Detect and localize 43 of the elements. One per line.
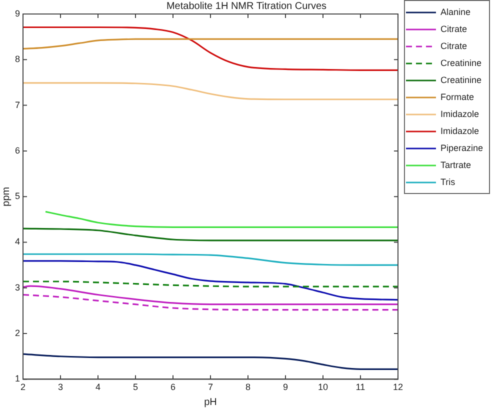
x-axis-title: pH <box>204 396 217 408</box>
x-tick-label: 12 <box>392 382 403 392</box>
line-series <box>23 82 398 100</box>
legend-label: Creatinine <box>440 58 482 68</box>
line-series <box>23 285 398 306</box>
line-series <box>23 294 398 311</box>
x-tick-label: 5 <box>132 382 138 392</box>
line-series <box>23 38 398 50</box>
x-tick-label: 8 <box>245 382 250 392</box>
legend-label: Tartrate <box>440 160 471 170</box>
line-series <box>23 228 398 242</box>
x-tick-label: 6 <box>170 382 176 392</box>
legend-label: Piperazine <box>440 142 484 153</box>
y-tick-label: 2 <box>14 328 20 338</box>
y-axis-title: ppm <box>0 186 12 206</box>
chart-title: Metabolite 1H NMR Titration Curves <box>166 0 327 12</box>
x-tick-label: 4 <box>95 382 101 392</box>
line-series <box>23 260 398 301</box>
line-series <box>44 210 398 228</box>
x-tick-label: 11 <box>356 382 366 392</box>
legend-label: Imidazole <box>440 126 480 136</box>
legend-label: Formate <box>440 92 474 102</box>
x-tick-label: 9 <box>282 382 288 392</box>
legend-label: Imidazole <box>440 108 480 119</box>
y-tick-label: 6 <box>14 145 20 156</box>
y-tick-label: 1 <box>14 374 20 384</box>
line-series <box>23 353 398 370</box>
legend-label: Tris <box>440 176 456 187</box>
legend-label: Citrate <box>440 24 467 34</box>
y-tick-label: 7 <box>14 100 20 110</box>
y-tick-label: 8 <box>14 54 20 64</box>
y-tick-label: 4 <box>14 236 20 247</box>
x-tick-label: 3 <box>58 382 64 392</box>
y-tick-label: 5 <box>14 191 20 202</box>
legend-label: Creatinine <box>440 74 482 85</box>
x-tick-label: 10 <box>318 382 328 392</box>
y-tick-label: 9 <box>14 8 20 18</box>
line-series <box>23 26 398 71</box>
legend-label: Citrate <box>440 40 467 51</box>
x-tick-label: 7 <box>208 382 213 392</box>
y-tick-label: 3 <box>14 282 20 292</box>
line-series <box>23 253 398 266</box>
legend-label: Alanine <box>440 6 471 17</box>
